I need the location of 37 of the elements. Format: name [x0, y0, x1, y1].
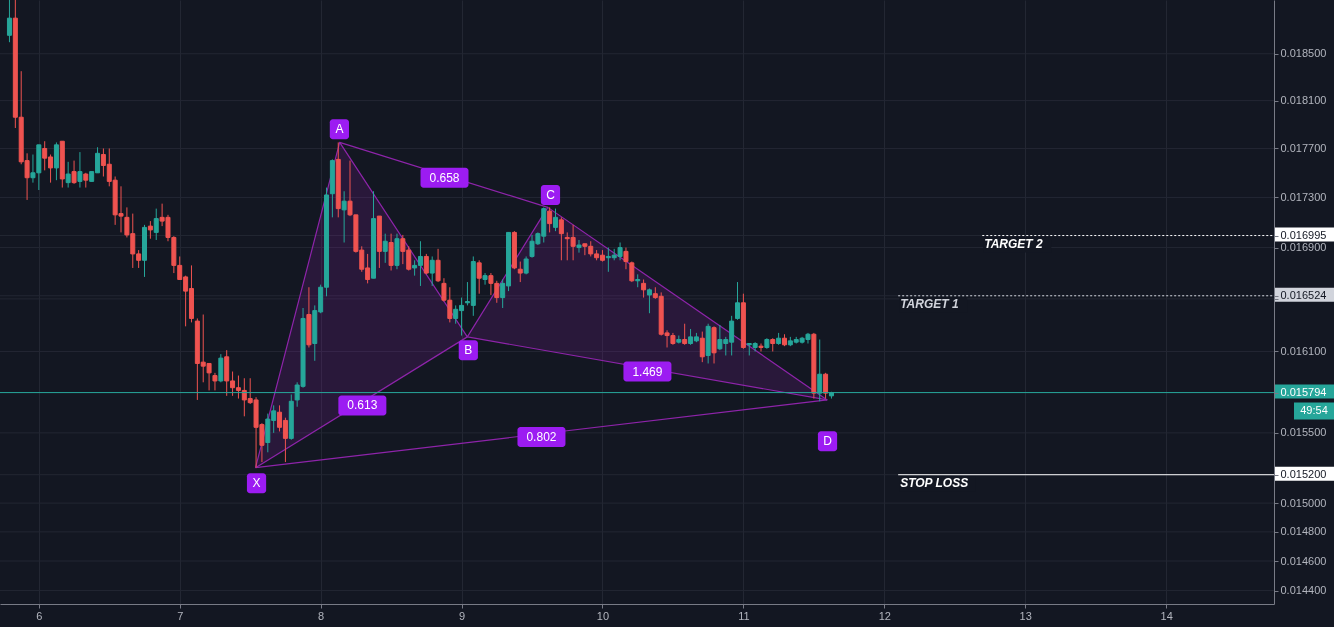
- annotation: X: [252, 476, 261, 491]
- annotation: A: [335, 122, 344, 137]
- y-tick-label: 0.017300: [1280, 190, 1327, 203]
- y-tick-label: 0.014800: [1280, 525, 1327, 538]
- annotation: 1.469: [632, 364, 663, 379]
- y-tick-label: 0.015500: [1280, 426, 1327, 439]
- y-tick-label: 0.014600: [1280, 554, 1327, 567]
- annotation: 0.613: [347, 398, 378, 413]
- x-tick-label: 10: [596, 609, 610, 622]
- ref-line-label: TARGET 2: [984, 236, 1044, 251]
- y-tick-label: 0.018100: [1280, 94, 1327, 107]
- text: 49:54: [1300, 404, 1328, 417]
- x-tick-label: 12: [878, 609, 891, 622]
- x-tick-label: 11: [738, 609, 750, 622]
- y-tick-label: 0.016900: [1280, 241, 1327, 254]
- annotation: 0.802: [526, 430, 557, 444]
- x-tick-label: 6: [36, 609, 43, 622]
- y-tick-label: 0.016524: [1280, 289, 1327, 302]
- ref-line-label: STOP LOSS: [900, 475, 969, 490]
- x-tick-label: 7: [177, 609, 184, 622]
- y-tick-label: 0.016100: [1280, 344, 1327, 357]
- ref-line-label: TARGET 1: [900, 296, 959, 311]
- x-tick-label: 8: [318, 609, 325, 622]
- y-tick-label: 0.018500: [1280, 47, 1327, 60]
- annotation: C: [546, 187, 556, 202]
- y-tick-label: 0.015000: [1280, 496, 1327, 509]
- annotation: D: [823, 434, 833, 449]
- y-tick-label: 0.017700: [1280, 141, 1327, 154]
- annotation: B: [464, 343, 473, 358]
- y-tick-label: 0.016995: [1280, 229, 1327, 242]
- y-tick-label: 0.015794: [1280, 386, 1327, 399]
- y-tick-label: 0.015200: [1280, 468, 1327, 481]
- x-tick-label: 14: [1160, 609, 1173, 622]
- y-tick-label: 0.014400: [1280, 584, 1327, 597]
- annotation: 0.658: [429, 170, 460, 185]
- x-tick-label: 13: [1019, 609, 1032, 622]
- x-tick-label: 9: [459, 609, 466, 622]
